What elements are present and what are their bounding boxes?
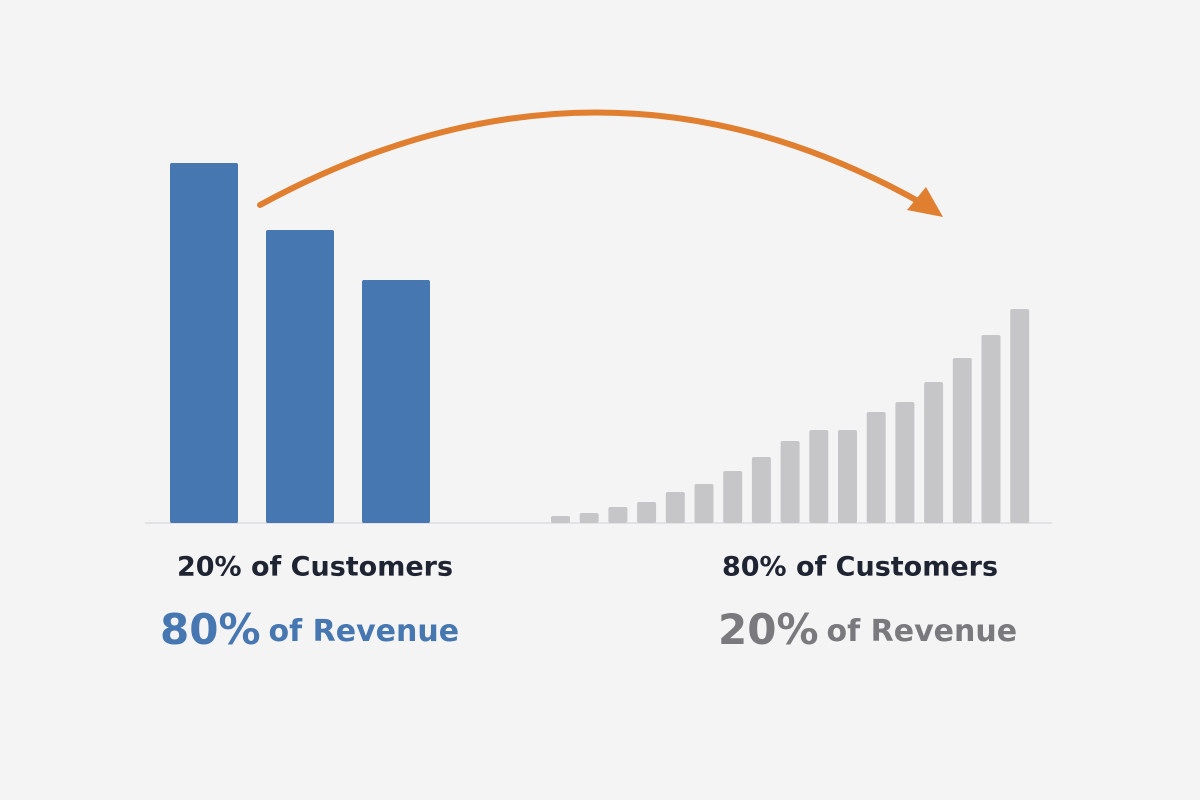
bar: [637, 502, 657, 523]
bar: [751, 457, 771, 523]
bar: [981, 335, 1001, 523]
highlight-text: of Revenue: [827, 614, 1018, 649]
bar: [723, 471, 743, 523]
bar: [838, 430, 857, 523]
bar: [579, 513, 599, 523]
bar: [362, 280, 430, 523]
bar: [694, 484, 714, 523]
highlight-text: of Revenue: [269, 614, 460, 649]
caption: 80% of Customers: [722, 552, 998, 583]
highlight-value: 80%: [160, 605, 261, 654]
bar: [809, 430, 829, 523]
bar: [924, 382, 944, 523]
bar: [665, 492, 685, 523]
bar: [266, 230, 334, 523]
bar: [780, 441, 800, 523]
bar: [895, 402, 915, 523]
bar: [170, 163, 238, 523]
arrow: [257, 109, 928, 208]
highlight-value: 20%: [718, 605, 819, 654]
bar: [608, 507, 628, 523]
bar: [551, 516, 570, 523]
bar: [866, 412, 886, 523]
bar: [1010, 309, 1030, 523]
arrow-head: [907, 187, 943, 217]
highlight: 20% of Revenue: [718, 605, 1017, 654]
caption: 20% of Customers: [177, 552, 453, 583]
highlight: 80% of Revenue: [160, 605, 459, 654]
bar: [952, 358, 972, 523]
